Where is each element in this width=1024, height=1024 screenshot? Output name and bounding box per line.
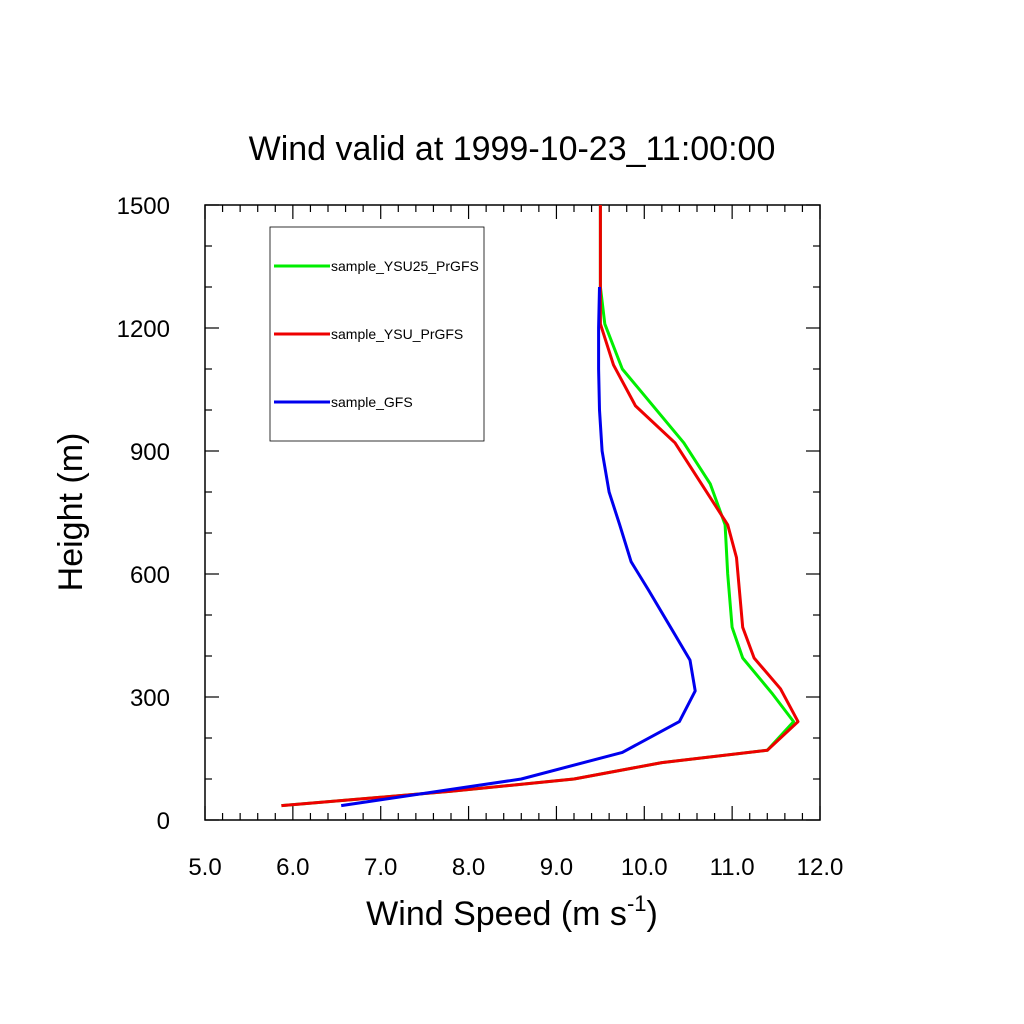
- y-tick-label: 1500: [117, 193, 170, 220]
- axis-ticks: [204, 204, 821, 821]
- y-tick-label: 1200: [117, 316, 170, 343]
- legend-label: sample_GFS: [331, 394, 413, 410]
- x-axis-label-superscript: -1: [627, 891, 647, 916]
- chart-title: Wind valid at 1999-10-23_11:00:00: [249, 130, 776, 168]
- x-tick-label: 7.0: [364, 854, 397, 881]
- series-line-sample_YSU_PrGFS: [281, 205, 800, 808]
- y-tick-label: 300: [130, 685, 170, 712]
- legend-label: sample_YSU_PrGFS: [331, 326, 463, 342]
- x-axis-label-end: ): [647, 895, 658, 933]
- x-tick-label: 5.0: [188, 854, 221, 881]
- x-tick-label: 11.0: [710, 854, 755, 881]
- legend: sample_YSU25_PrGFS sample_YSU_PrGFSsample…: [269, 226, 485, 442]
- legend-label: sample_YSU25_PrGFS: [331, 258, 479, 274]
- y-tick-label: 0: [157, 808, 170, 835]
- x-tick-label: 9.0: [540, 854, 573, 881]
- x-tick-label: 12.0: [797, 854, 844, 881]
- series-line-sample_GFS: [340, 286, 697, 808]
- x-tick-label: 10.0: [621, 854, 668, 881]
- x-axis-label-main: Wind Speed (m s: [366, 895, 627, 933]
- plot-area: [204, 204, 821, 821]
- x-tick-labels: 5.0 6.0 7.0 8.0 9.0 10.0 11.0 12.0: [188, 854, 843, 881]
- plot-border: [204, 204, 821, 821]
- y-tick-label: 900: [130, 439, 170, 466]
- x-tick-label: 8.0: [452, 854, 485, 881]
- series-lines: [281, 205, 800, 808]
- y-tick-label: 600: [130, 562, 170, 589]
- x-tick-label: 6.0: [276, 854, 309, 881]
- y-axis-label: Height (m): [52, 433, 90, 592]
- x-axis-label: Wind Speed (m s-1): [366, 891, 658, 933]
- y-tick-labels: 0 300 600 900 1200 1500: [117, 193, 170, 835]
